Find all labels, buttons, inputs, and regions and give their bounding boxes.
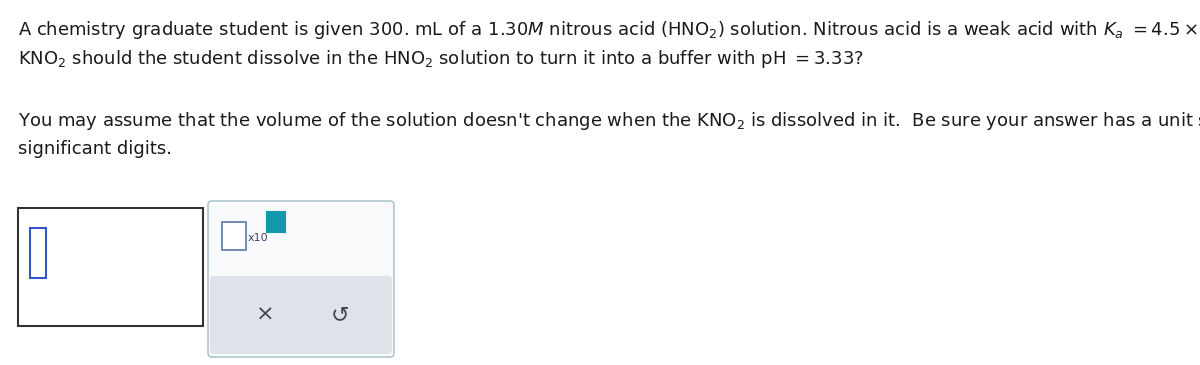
Text: A chemistry graduate student is given 300. mL of a 1.30$\mathit{M}$ nitrous acid: A chemistry graduate student is given 30… xyxy=(18,18,1200,42)
FancyBboxPatch shape xyxy=(210,276,392,354)
Bar xyxy=(30,228,46,278)
Bar xyxy=(18,208,203,326)
Text: significant digits.: significant digits. xyxy=(18,140,172,158)
Text: ↺: ↺ xyxy=(331,305,349,325)
Text: ×: × xyxy=(256,305,275,325)
Bar xyxy=(266,212,286,232)
FancyBboxPatch shape xyxy=(208,201,394,357)
Text: x10: x10 xyxy=(248,233,269,243)
Bar xyxy=(222,222,246,250)
Text: $\mathrm{KNO_2}$ should the student dissolve in the $\mathrm{HNO_2}$ solution to: $\mathrm{KNO_2}$ should the student diss… xyxy=(18,48,864,70)
Text: You may assume that the volume of the solution doesn't change when the $\mathrm{: You may assume that the volume of the so… xyxy=(18,110,1200,132)
